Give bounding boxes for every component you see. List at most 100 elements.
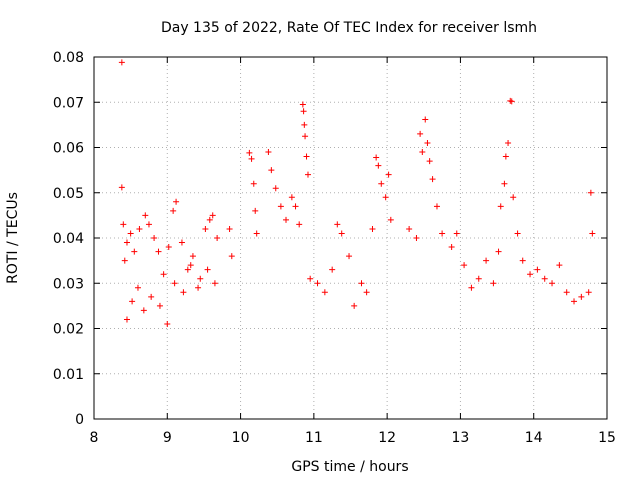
y-axis-label: ROTI / TECUs xyxy=(5,192,21,284)
data-point xyxy=(510,194,517,201)
data-point xyxy=(419,149,426,156)
data-point xyxy=(346,253,353,260)
y-tick-label: 0.07 xyxy=(53,95,84,111)
data-point xyxy=(178,239,185,246)
data-point xyxy=(387,216,394,223)
data-point xyxy=(301,121,308,128)
y-tick-label: 0 xyxy=(75,412,84,428)
data-point xyxy=(587,189,594,196)
data-point xyxy=(228,253,235,260)
y-tick-label: 0.08 xyxy=(53,50,84,66)
data-point xyxy=(127,230,134,237)
data-point xyxy=(204,266,211,273)
x-tick-label: 8 xyxy=(90,430,99,446)
data-point xyxy=(329,266,336,273)
data-point xyxy=(378,180,385,187)
data-point xyxy=(375,162,382,169)
x-tick-label: 10 xyxy=(232,430,250,446)
data-point xyxy=(541,275,548,282)
data-point xyxy=(453,230,460,237)
data-point xyxy=(129,298,136,305)
data-point xyxy=(448,244,455,251)
x-tick-label: 14 xyxy=(525,430,543,446)
data-point xyxy=(252,207,259,214)
data-point xyxy=(578,293,585,300)
data-point xyxy=(495,248,502,255)
y-tick-label: 0.02 xyxy=(53,322,84,338)
data-point xyxy=(307,275,314,282)
data-point xyxy=(514,230,521,237)
data-point xyxy=(413,235,420,241)
y-tick-label: 0.04 xyxy=(53,231,84,247)
data-point xyxy=(433,203,440,210)
x-axis-ticks: 8 9 10 11 12 13 14 15 xyxy=(90,57,616,446)
x-tick-label: 13 xyxy=(452,430,470,446)
x-axis-label: GPS time / hours xyxy=(291,459,408,475)
data-point xyxy=(283,216,290,223)
data-point xyxy=(155,248,162,255)
data-point xyxy=(475,275,482,282)
data-point xyxy=(160,271,167,278)
data-point xyxy=(164,320,171,327)
data-point xyxy=(385,171,392,178)
data-point xyxy=(382,194,389,201)
data-point xyxy=(373,154,380,161)
data-point xyxy=(118,59,125,66)
data-point xyxy=(120,221,127,228)
data-point xyxy=(211,280,218,287)
data-point xyxy=(148,293,155,300)
data-point xyxy=(519,257,526,264)
data-point xyxy=(439,230,446,237)
data-point xyxy=(195,284,202,291)
data-point xyxy=(358,280,365,287)
data-point xyxy=(265,149,272,156)
data-point xyxy=(145,221,152,228)
data-point xyxy=(202,225,209,232)
data-point xyxy=(534,266,541,273)
data-point xyxy=(501,180,508,187)
data-point xyxy=(468,284,475,291)
data-point xyxy=(292,203,299,210)
data-point xyxy=(277,203,284,210)
y-tick-label: 0.06 xyxy=(53,141,84,157)
data-point xyxy=(197,275,204,282)
data-point xyxy=(121,257,128,264)
data-point xyxy=(206,216,213,223)
data-point xyxy=(173,198,180,205)
data-point xyxy=(187,262,194,269)
x-tick-label: 12 xyxy=(378,430,396,446)
data-point xyxy=(351,302,358,309)
data-point xyxy=(214,235,221,241)
data-point xyxy=(302,133,309,140)
data-point xyxy=(250,180,257,187)
data-point xyxy=(268,167,275,174)
data-point xyxy=(226,225,233,232)
data-point xyxy=(296,221,303,228)
data-point xyxy=(556,262,563,269)
data-point xyxy=(422,116,429,123)
data-point xyxy=(429,176,436,183)
data-point xyxy=(171,280,178,287)
data-point xyxy=(253,230,260,237)
data-point xyxy=(184,266,191,273)
y-tick-label: 0.03 xyxy=(53,276,84,292)
y-tick-label: 0.01 xyxy=(53,367,84,383)
data-point xyxy=(246,149,253,156)
data-point xyxy=(142,212,149,219)
data-point xyxy=(417,130,424,137)
y-axis-ticks: 0 0.01 0.02 0.03 0.04 0.05 0.06 0.07 0.08 xyxy=(53,50,607,428)
data-point xyxy=(165,244,172,251)
data-point xyxy=(303,153,310,160)
data-point xyxy=(426,158,433,165)
data-point xyxy=(321,289,328,296)
data-point xyxy=(151,235,158,241)
data-point xyxy=(131,248,138,255)
x-tick-label: 11 xyxy=(305,430,323,446)
data-point xyxy=(140,307,147,314)
data-point xyxy=(304,171,311,178)
data-point xyxy=(508,98,515,105)
data-point xyxy=(123,316,130,323)
data-point xyxy=(134,284,141,291)
data-point xyxy=(424,139,431,146)
data-point xyxy=(136,225,143,232)
